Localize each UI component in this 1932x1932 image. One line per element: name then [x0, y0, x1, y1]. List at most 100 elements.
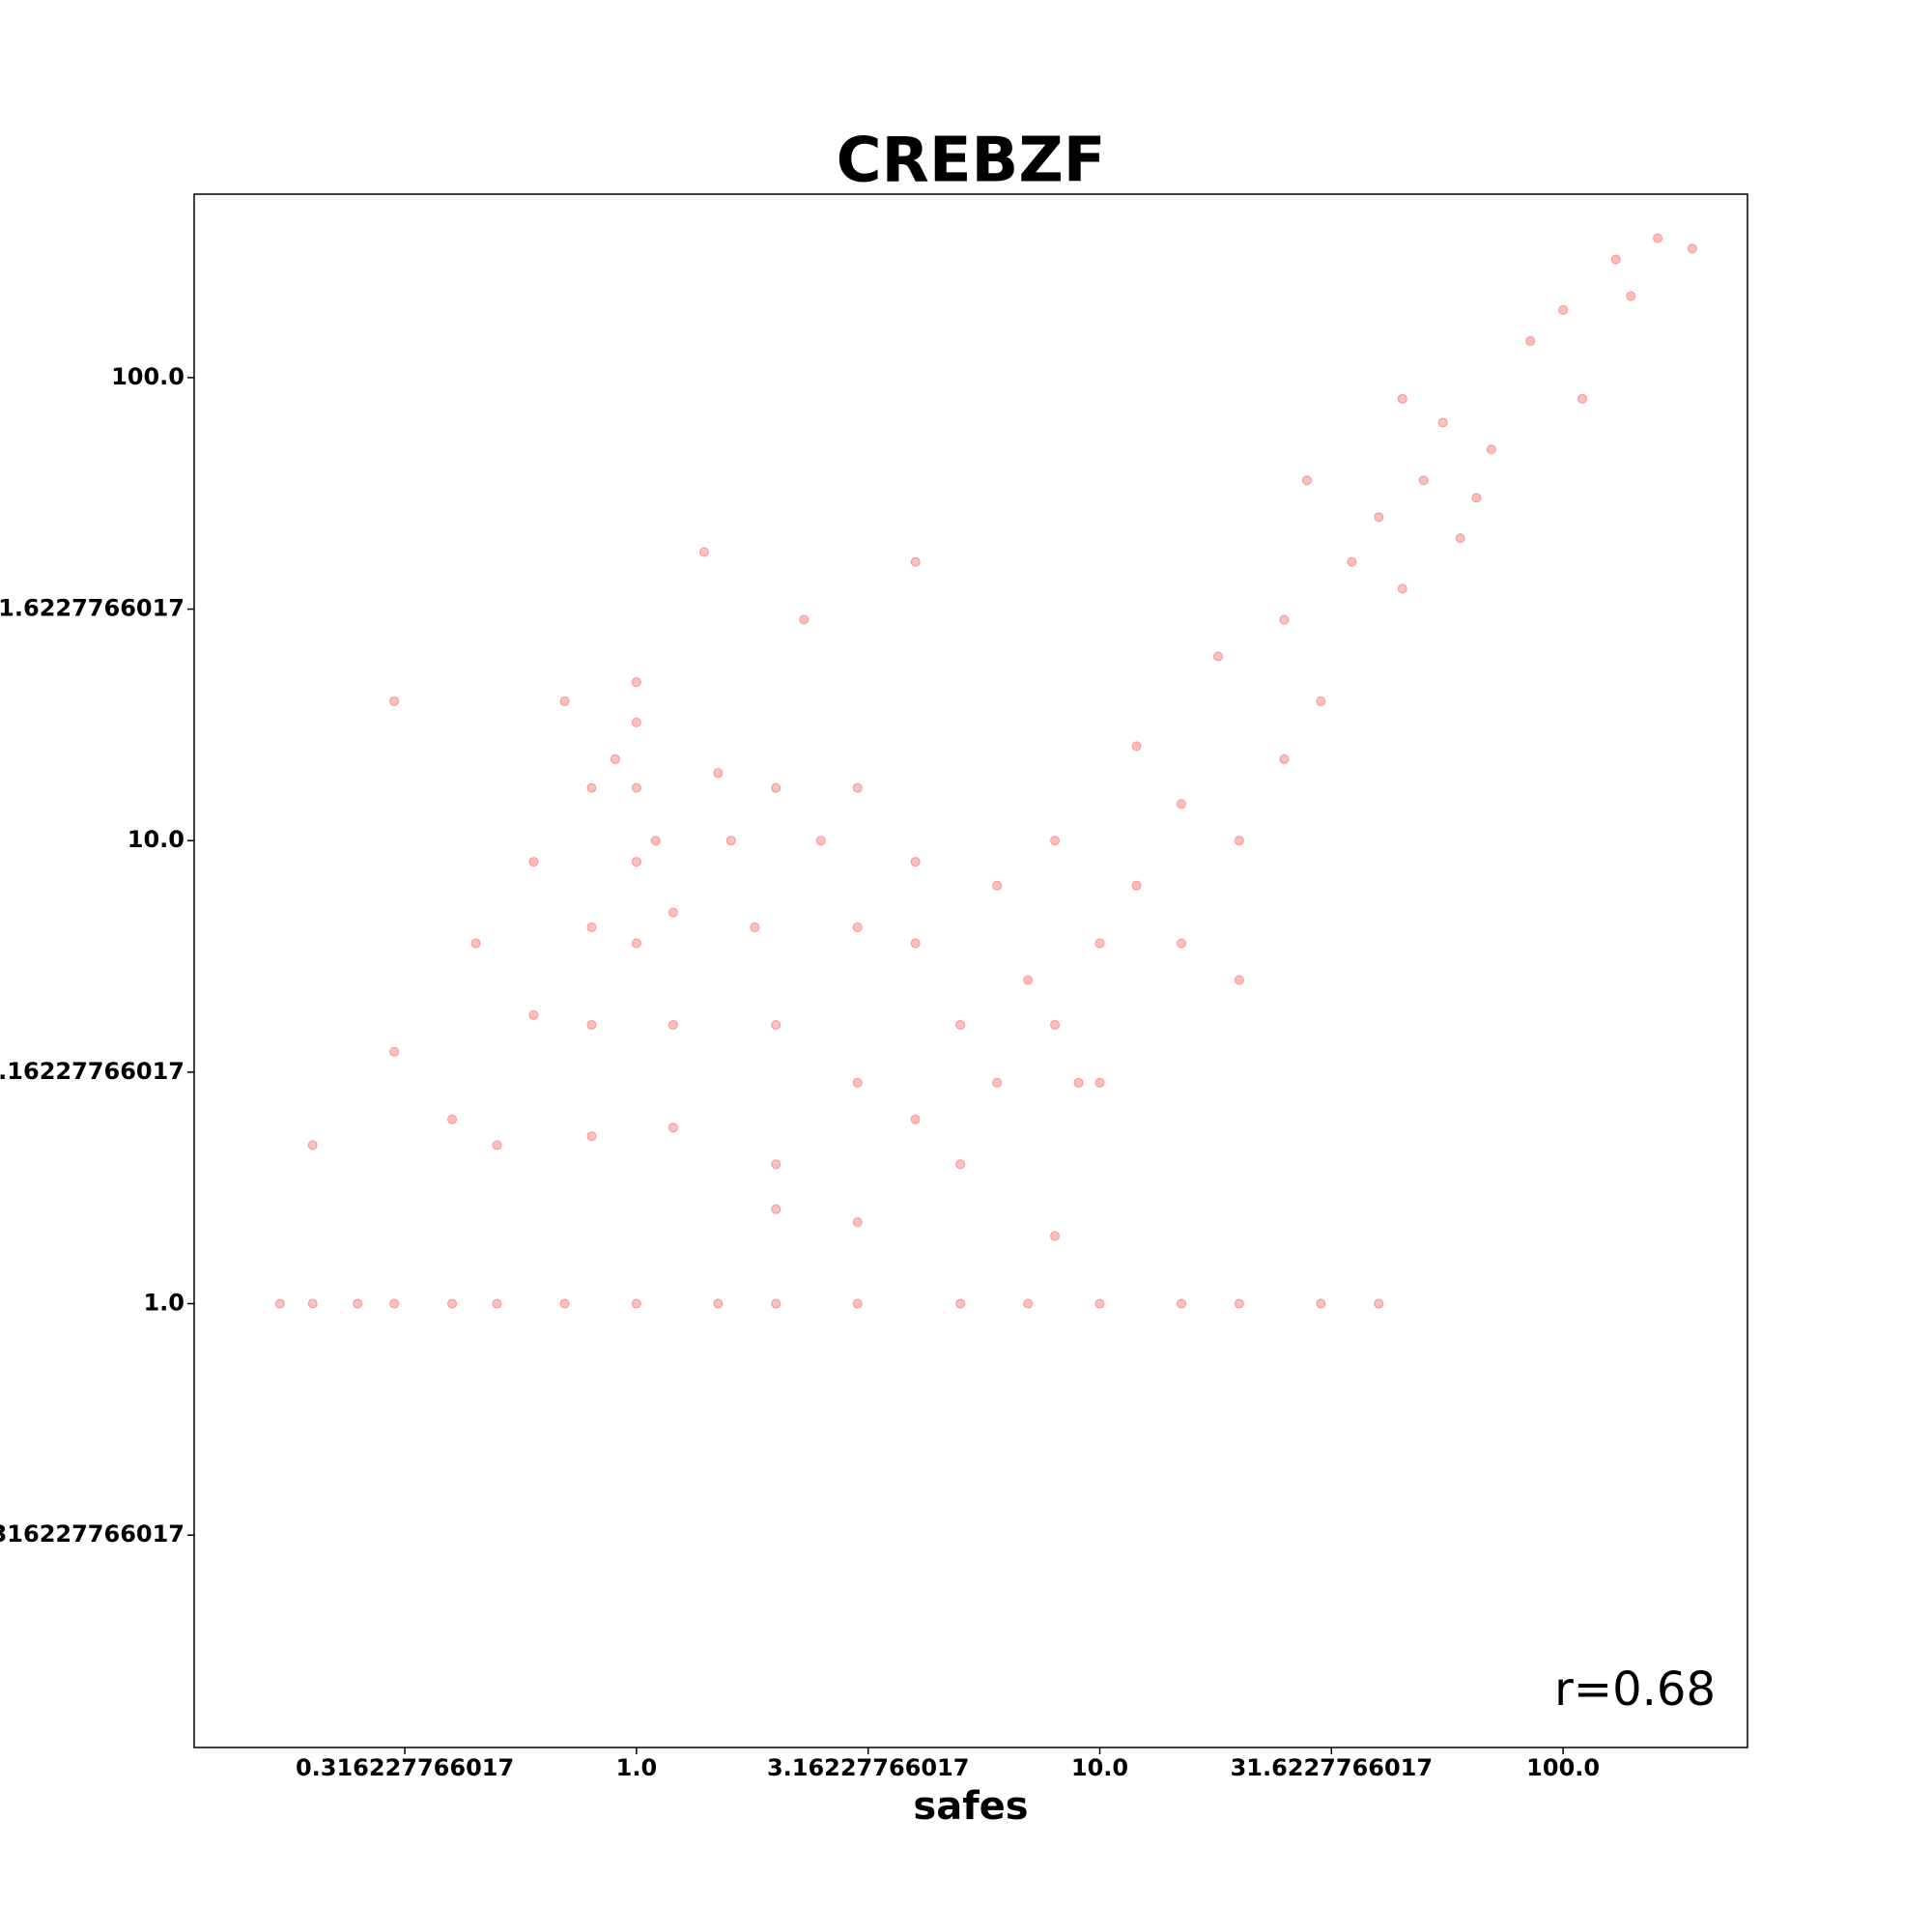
point [852, 782, 863, 793]
point [1471, 493, 1482, 503]
point [668, 1122, 678, 1133]
point [389, 1046, 400, 1057]
point [1023, 1298, 1034, 1309]
y-tick-label: 10.0 [128, 826, 185, 853]
point [631, 782, 641, 793]
point [771, 782, 781, 793]
chart-title: CREBZF [837, 126, 1106, 197]
point [1455, 533, 1465, 544]
point [815, 836, 826, 846]
point [1486, 444, 1496, 455]
point [852, 1298, 863, 1309]
point [1610, 254, 1621, 265]
point [1687, 243, 1697, 254]
point [586, 922, 597, 932]
point [955, 1159, 966, 1170]
point [586, 1019, 597, 1030]
x-tick-label: 0.316227766017 [296, 1754, 514, 1781]
point [955, 1298, 966, 1309]
point [610, 753, 620, 764]
point [307, 1140, 318, 1151]
x-tick-label: 3.16227766017 [767, 1754, 970, 1781]
y-tick-label: 1.0 [143, 1290, 185, 1317]
point [1131, 741, 1142, 752]
point [1094, 1298, 1105, 1309]
point [528, 857, 539, 867]
point [1023, 975, 1034, 985]
point [1176, 938, 1186, 949]
point [1397, 583, 1407, 594]
point [447, 1114, 458, 1124]
point [1234, 836, 1244, 846]
point [389, 696, 400, 706]
point [1397, 393, 1407, 404]
point [353, 1298, 363, 1309]
point [1094, 938, 1105, 949]
point [559, 696, 570, 706]
x-tick-label: 1.0 [616, 1754, 658, 1781]
point [910, 938, 921, 949]
point [852, 922, 863, 932]
point [799, 614, 810, 625]
point [1577, 393, 1587, 404]
point [1347, 556, 1357, 567]
x-tick-label: 100.0 [1526, 1754, 1600, 1781]
point [559, 1298, 570, 1309]
point [1094, 1077, 1105, 1088]
point [631, 938, 641, 949]
point [750, 922, 760, 932]
point [992, 880, 1003, 891]
point [713, 768, 724, 779]
point [1301, 475, 1312, 486]
point [1234, 1298, 1244, 1309]
point [1316, 1298, 1326, 1309]
y-tick-label: 0.316227766017 [0, 1520, 185, 1548]
point [1073, 1077, 1084, 1088]
point [1176, 1298, 1186, 1309]
point [713, 1298, 724, 1309]
point [631, 677, 641, 688]
point [852, 1077, 863, 1088]
point [274, 1298, 285, 1309]
point [910, 1114, 921, 1124]
annotation: r=0.68 [1554, 1662, 1716, 1717]
point [631, 717, 641, 727]
point [1374, 1298, 1384, 1309]
point [910, 556, 921, 567]
point [528, 1009, 539, 1020]
point [1234, 975, 1244, 985]
point [389, 1298, 400, 1309]
point [307, 1298, 318, 1309]
y-tick-label: 31.6227766017 [0, 595, 185, 622]
point [992, 1077, 1003, 1088]
point [1626, 291, 1636, 301]
point [955, 1019, 966, 1030]
point [631, 1298, 641, 1309]
y-tick-label: 100.0 [111, 363, 185, 390]
point [771, 1019, 781, 1030]
point [586, 782, 597, 793]
point [1525, 335, 1536, 346]
point [771, 1298, 781, 1309]
point [1050, 836, 1061, 846]
x-axis-label: safes [913, 1784, 1028, 1829]
point [771, 1159, 781, 1170]
point [852, 1217, 863, 1228]
point [1050, 1231, 1061, 1241]
point [698, 547, 709, 557]
x-tick-label: 31.6227766017 [1231, 1754, 1434, 1781]
point [1176, 799, 1186, 810]
point [1558, 304, 1569, 315]
point [1131, 880, 1142, 891]
point [1212, 651, 1223, 662]
x-tick-label: 10.0 [1071, 1754, 1128, 1781]
point [492, 1140, 502, 1151]
point [668, 907, 678, 918]
point [1418, 475, 1429, 486]
point [1437, 417, 1448, 428]
point [910, 857, 921, 867]
y-tick-label: 3.16227766017 [0, 1058, 185, 1085]
point [586, 1131, 597, 1142]
point [492, 1298, 502, 1309]
